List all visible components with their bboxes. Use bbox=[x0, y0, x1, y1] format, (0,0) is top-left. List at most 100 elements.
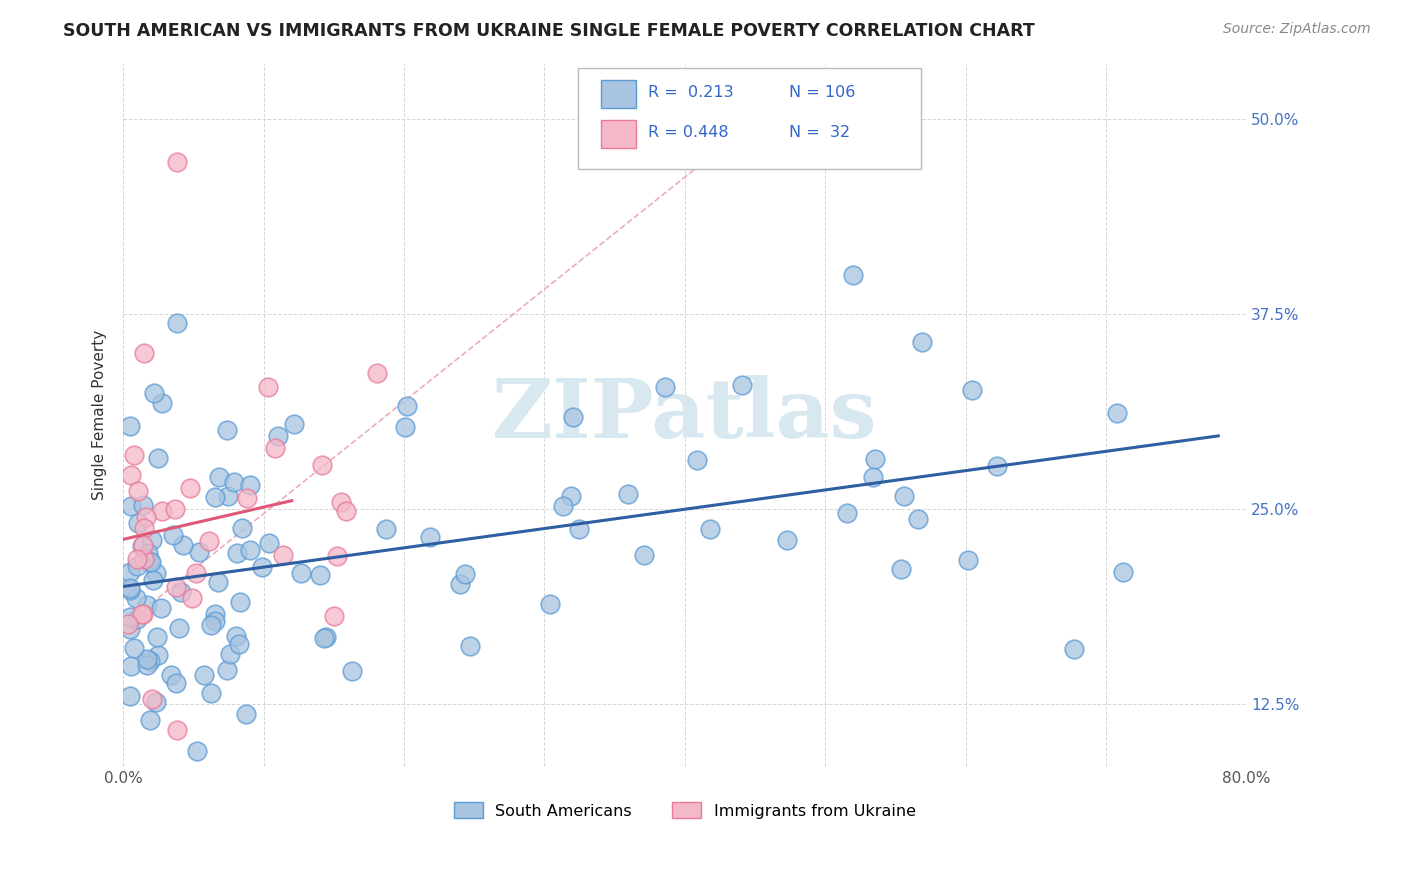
Point bbox=[145, 566, 167, 581]
Point bbox=[654, 380, 676, 394]
Point bbox=[146, 451, 169, 466]
Point bbox=[200, 618, 222, 632]
Point bbox=[309, 567, 332, 582]
Point bbox=[127, 516, 149, 530]
Point bbox=[122, 449, 145, 463]
Point bbox=[907, 512, 929, 526]
Point bbox=[633, 548, 655, 562]
Text: SOUTH AMERICAN VS IMMIGRANTS FROM UKRAINE SINGLE FEMALE POVERTY CORRELATION CHAR: SOUTH AMERICAN VS IMMIGRANTS FROM UKRAIN… bbox=[63, 22, 1035, 40]
Point bbox=[222, 475, 245, 490]
Point bbox=[163, 502, 186, 516]
Point bbox=[208, 470, 231, 484]
Point bbox=[731, 377, 754, 392]
Point bbox=[366, 367, 388, 381]
Point bbox=[890, 562, 912, 576]
Point bbox=[323, 608, 346, 623]
Point bbox=[132, 552, 155, 566]
Point bbox=[239, 478, 262, 492]
Point bbox=[134, 345, 156, 359]
Point bbox=[893, 490, 915, 504]
Point bbox=[842, 268, 865, 282]
Point bbox=[141, 533, 163, 548]
Point bbox=[538, 597, 561, 611]
Text: R =  0.213: R = 0.213 bbox=[648, 85, 734, 100]
Point bbox=[166, 316, 188, 330]
Point bbox=[145, 695, 167, 709]
Point bbox=[150, 396, 173, 410]
Point bbox=[139, 713, 162, 727]
Point bbox=[141, 555, 163, 569]
Point bbox=[551, 499, 574, 513]
Point bbox=[1105, 406, 1128, 420]
Point bbox=[127, 612, 149, 626]
Point bbox=[179, 481, 201, 495]
Point bbox=[188, 544, 211, 558]
Point bbox=[132, 607, 155, 622]
Point bbox=[125, 591, 148, 605]
FancyBboxPatch shape bbox=[600, 120, 637, 148]
Point bbox=[342, 664, 364, 678]
Y-axis label: Single Female Poverty: Single Female Poverty bbox=[93, 330, 107, 500]
Point bbox=[142, 574, 165, 588]
Point bbox=[776, 533, 799, 548]
Point bbox=[166, 580, 188, 594]
Point bbox=[122, 641, 145, 656]
Point bbox=[283, 417, 305, 432]
Point bbox=[561, 409, 583, 424]
Point bbox=[226, 546, 249, 560]
Point bbox=[215, 423, 238, 437]
Point bbox=[271, 549, 294, 563]
Point bbox=[120, 659, 142, 673]
Point bbox=[159, 668, 181, 682]
Point bbox=[325, 549, 347, 563]
Point bbox=[172, 538, 194, 552]
Point bbox=[228, 637, 250, 651]
Point bbox=[131, 607, 153, 621]
Point bbox=[458, 639, 481, 653]
Point bbox=[215, 663, 238, 677]
Point bbox=[186, 743, 208, 757]
Point bbox=[170, 584, 193, 599]
Point bbox=[960, 383, 983, 397]
Point bbox=[617, 487, 640, 501]
Point bbox=[150, 504, 173, 518]
Point bbox=[257, 380, 280, 394]
Point bbox=[1112, 566, 1135, 580]
Point bbox=[454, 566, 477, 581]
Legend: South Americans, Immigrants from Ukraine: South Americans, Immigrants from Ukraine bbox=[447, 796, 922, 825]
Point bbox=[120, 499, 142, 513]
Point bbox=[132, 521, 155, 535]
Point bbox=[419, 530, 441, 544]
Point bbox=[120, 622, 142, 636]
Point bbox=[329, 495, 352, 509]
Point bbox=[207, 575, 229, 590]
Point bbox=[315, 630, 337, 644]
Point bbox=[835, 506, 858, 520]
Point bbox=[250, 560, 273, 574]
Point bbox=[127, 559, 149, 574]
Point bbox=[311, 458, 333, 472]
Point bbox=[135, 510, 157, 524]
Point bbox=[135, 599, 157, 613]
Point bbox=[568, 522, 591, 536]
FancyBboxPatch shape bbox=[578, 68, 921, 169]
Point bbox=[229, 594, 252, 608]
Point bbox=[986, 459, 1008, 474]
Text: Source: ZipAtlas.com: Source: ZipAtlas.com bbox=[1223, 22, 1371, 37]
Point bbox=[166, 155, 188, 169]
Point bbox=[132, 498, 155, 512]
Point bbox=[132, 538, 155, 552]
Point bbox=[394, 420, 416, 434]
Point bbox=[120, 565, 142, 579]
Point bbox=[135, 658, 157, 673]
Point bbox=[204, 490, 226, 504]
Point bbox=[136, 546, 159, 560]
Point bbox=[257, 536, 280, 550]
Point bbox=[231, 521, 253, 535]
Point bbox=[148, 648, 170, 662]
Point bbox=[335, 504, 357, 518]
Point bbox=[236, 491, 259, 505]
Point bbox=[375, 522, 398, 536]
Text: R = 0.448: R = 0.448 bbox=[648, 125, 728, 140]
Point bbox=[184, 566, 207, 581]
